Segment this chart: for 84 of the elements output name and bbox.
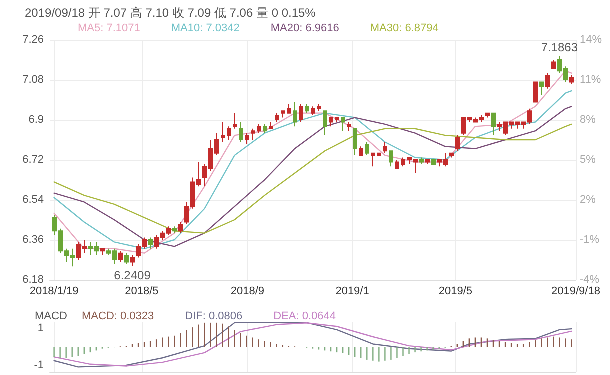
- text: MA30: 6.8794: [370, 22, 439, 34]
- y-tick-label: 7.08: [22, 74, 44, 86]
- candlestick: [239, 122, 243, 143]
- y-tick-label: 7.26: [22, 34, 44, 46]
- y-tick-label: 6.18: [22, 274, 44, 286]
- series-label: DIF: 0.0806: [185, 310, 243, 322]
- x-tick-label: 2018/9: [230, 286, 265, 298]
- chart-title: MACD: [35, 310, 68, 322]
- candlestick: [275, 112, 279, 123]
- candlestick: [233, 112, 237, 130]
- candlestick: [365, 142, 369, 156]
- candlestick: [569, 75, 574, 85]
- candlestick: [545, 72, 550, 90]
- candlestick: [311, 106, 315, 116]
- candlestick: [389, 150, 393, 168]
- y2-tick-label: 8%: [580, 114, 596, 126]
- y2-tick-label: 5%: [580, 154, 596, 166]
- candlestick: [221, 122, 225, 143]
- candlestick: [118, 250, 123, 263]
- candlestick: [449, 152, 454, 158]
- candlestick: [317, 104, 321, 112]
- candlestick: [257, 124, 261, 134]
- chart-title: 2019/09/18 开 7.07 高 7.10 收 7.09 低 7.06 量 0 0.15%: [25, 6, 316, 20]
- text: MA5: 7.1071: [78, 22, 140, 34]
- candlestick: [227, 126, 231, 140]
- y2-tick-label: -4%: [580, 274, 600, 286]
- candlestick: [148, 237, 153, 250]
- text: MA10: 7.0342: [171, 22, 240, 34]
- candlestick: [395, 160, 399, 170]
- candlestick: [377, 152, 381, 156]
- y-tick-label: -1: [34, 360, 44, 372]
- candlestick: [287, 104, 291, 114]
- y-tick-label: 1: [38, 322, 44, 334]
- x-tick-label: 2018/5: [125, 286, 159, 298]
- x-tick-label: 2018/1/19: [30, 286, 79, 298]
- y2-tick-label: 14%: [580, 34, 602, 46]
- candlestick: [263, 124, 267, 134]
- y-tick-label: 6.54: [22, 194, 44, 206]
- y-tick-label: 6.72: [22, 154, 44, 166]
- candlestick: [323, 110, 327, 136]
- candlestick: [401, 157, 405, 168]
- candlestick: [293, 102, 297, 128]
- y2-tick-label: 2%: [580, 194, 596, 206]
- candlestick: [341, 117, 345, 132]
- line-series: [54, 124, 572, 234]
- candlestick: [299, 104, 303, 123]
- series-label: MACD: 0.0323: [82, 310, 154, 322]
- candlestick: [329, 117, 333, 128]
- candlestick: [455, 135, 460, 152]
- candlestick: [353, 128, 357, 156]
- candlestick: [124, 252, 129, 265]
- candlestick: [347, 122, 351, 132]
- candlestick: [491, 112, 496, 136]
- y2-tick-label: -1%: [580, 234, 600, 246]
- candlestick: [419, 157, 424, 165]
- y-tick-label: 6.9: [28, 114, 44, 126]
- candlestick: [305, 104, 309, 114]
- candlestick: [431, 160, 436, 165]
- candlestick: [335, 117, 339, 123]
- y2-tick-label: 11%: [580, 74, 602, 86]
- candlestick: [359, 146, 363, 156]
- candlestick: [533, 82, 538, 103]
- annotation: 6.2409: [114, 268, 152, 282]
- candlestick: [130, 255, 135, 267]
- y-tick-label: 6.36: [22, 234, 44, 246]
- candlestick: [485, 112, 490, 118]
- candlestick: [178, 222, 183, 234]
- x-tick-label: 2019/5: [438, 286, 472, 298]
- candlestick: [269, 122, 273, 130]
- candlestick: [371, 152, 375, 168]
- x-tick-label: 2019/1: [336, 286, 370, 298]
- annotation: 7.1863: [541, 40, 578, 54]
- candlestick: [172, 226, 177, 234]
- x-tick-label: 2019/9/18: [552, 286, 600, 298]
- candlestick: [425, 160, 430, 165]
- candlestick: [245, 132, 249, 145]
- candlestick: [281, 110, 285, 118]
- candlestick: [551, 60, 556, 70]
- series-label: DEA: 0.0644: [274, 310, 336, 322]
- candlestick: [251, 128, 255, 140]
- candlestick: [383, 142, 387, 154]
- candlestick: [100, 248, 105, 256]
- text: MA20: 6.9616: [270, 22, 340, 34]
- candlestick: [539, 82, 544, 96]
